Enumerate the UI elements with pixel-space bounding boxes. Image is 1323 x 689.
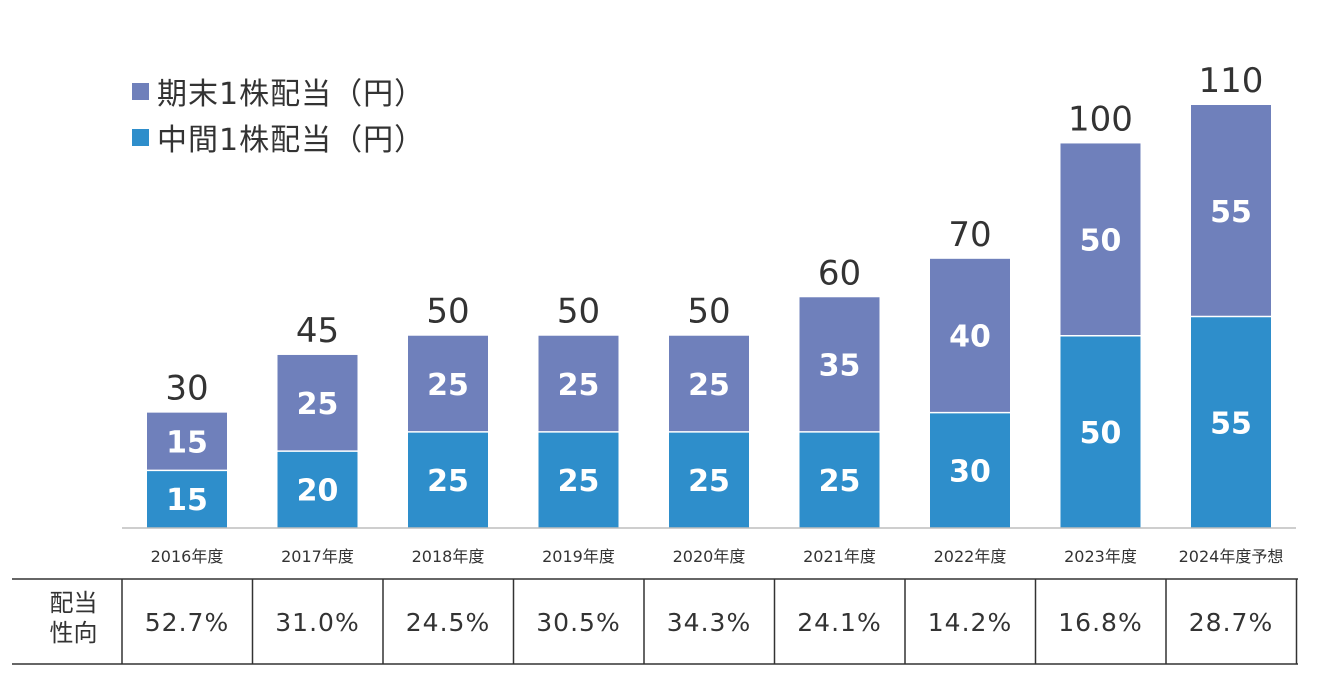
bar-year-end-segment — [930, 258, 1010, 413]
bar-interim-segment — [799, 431, 880, 528]
payout-ratio-cell: 14.2% — [927, 607, 1013, 637]
bar-year-end-value-label: 50 — [1080, 224, 1122, 259]
payout-ratio-cell: 34.3% — [666, 607, 752, 637]
x-tick-label: 2024年度予想 — [1179, 547, 1284, 566]
bar-interim-segment — [1191, 316, 1271, 528]
bar-interim-value-label: 25 — [688, 464, 730, 499]
bar-total-label: 30 — [165, 369, 208, 409]
bar-year-end-value-label: 25 — [688, 368, 730, 403]
legend-label-year-end: 期末1株配当（円） — [157, 77, 426, 112]
x-tick-label: 2022年度 — [934, 547, 1007, 566]
bar-total-label: 70 — [948, 215, 991, 255]
bar-total-label: 50 — [557, 292, 600, 332]
bar-interim-value-label: 50 — [1080, 416, 1122, 451]
x-tick-label: 2019年度 — [542, 547, 615, 566]
bar-total-label: 60 — [818, 253, 861, 293]
x-tick-label: 2016年度 — [151, 547, 224, 566]
x-tick-label: 2021年度 — [803, 547, 876, 566]
bar-year-end-segment — [1191, 105, 1271, 317]
payout-ratio-header: 配当 性向 — [26, 588, 121, 648]
payout-table-lines — [12, 578, 1298, 665]
bar-year-end-value-label: 40 — [949, 320, 991, 355]
payout-ratio-cell: 30.5% — [536, 607, 621, 637]
bar-year-end-segment — [799, 297, 880, 432]
bar-interim-value-label: 25 — [558, 464, 600, 499]
bar-interim-segment — [1060, 335, 1141, 528]
bar-interim-value-label: 25 — [427, 464, 469, 499]
bar-interim-segment — [147, 470, 227, 528]
bar-interim-value-label: 25 — [819, 464, 861, 499]
bar-year-end-value-label: 55 — [1210, 195, 1252, 230]
bar-interim-segment — [538, 431, 619, 528]
bars-layer — [147, 105, 1271, 528]
labels-layer: 15 15 30 20 25 45 25 25 50 25 25 50 25 25 50 25 35 60 30 40… — [165, 61, 1263, 518]
bar-total-label: 100 — [1068, 99, 1133, 139]
bar-year-end-value-label: 25 — [558, 368, 600, 403]
bar-year-end-segment — [538, 335, 619, 432]
legend-swatch-interim — [132, 128, 149, 146]
legend: 期末1株配当（円） 中間1株配当（円） — [132, 68, 425, 160]
bar-interim-segment — [669, 431, 749, 528]
payout-ratio-cell: 28.7% — [1188, 607, 1274, 637]
legend-label-interim: 中間1株配当（円） — [157, 123, 426, 158]
bar-total-label: 45 — [296, 311, 339, 351]
bar-total-label: 110 — [1199, 61, 1264, 101]
x-tick-labels: 2016年度 2017年度 2018年度 2019年度 2020年度 2021年度 2022… — [151, 547, 1284, 566]
bar-year-end-value-label: 35 — [819, 349, 861, 384]
bar-interim-value-label: 55 — [1210, 406, 1252, 441]
legend-item-interim: 中間1株配当（円） — [132, 114, 425, 160]
bar-year-end-segment — [669, 335, 749, 432]
bar-year-end-value-label: 25 — [427, 368, 469, 403]
payout-ratio-cell: 24.5% — [405, 607, 491, 637]
bar-year-end-segment — [408, 335, 488, 432]
bar-total-label: 50 — [426, 292, 469, 332]
x-tick-label: 2018年度 — [412, 547, 485, 566]
payout-ratio-cell: 52.7% — [144, 607, 230, 637]
bar-interim-segment — [930, 412, 1010, 528]
legend-swatch-year-end — [132, 82, 149, 100]
payout-ratio-cell: 16.8% — [1058, 607, 1143, 637]
bar-interim-value-label: 15 — [166, 483, 208, 518]
bar-year-end-segment — [1060, 143, 1141, 336]
bar-year-end-value-label: 15 — [166, 425, 208, 460]
x-tick-label: 2017年度 — [281, 547, 354, 566]
x-tick-label: 2023年度 — [1064, 547, 1137, 566]
bar-year-end-segment — [147, 412, 227, 471]
bar-interim-value-label: 20 — [297, 474, 339, 509]
bar-year-end-segment — [277, 354, 358, 452]
x-tick-label: 2020年度 — [673, 547, 746, 566]
bar-interim-segment — [277, 451, 358, 528]
payout-ratio-cell: 31.0% — [275, 607, 360, 637]
payout-ratio-header-line2: 性向 — [49, 619, 98, 647]
bar-total-label: 50 — [687, 292, 730, 332]
legend-item-year-end: 期末1株配当（円） — [132, 68, 425, 114]
bar-year-end-value-label: 25 — [297, 387, 339, 422]
payout-ratio-cell: 24.1% — [797, 607, 882, 637]
bar-interim-value-label: 30 — [949, 454, 991, 489]
bar-interim-segment — [408, 431, 488, 528]
payout-ratio-header-line1: 配当 — [49, 589, 98, 617]
